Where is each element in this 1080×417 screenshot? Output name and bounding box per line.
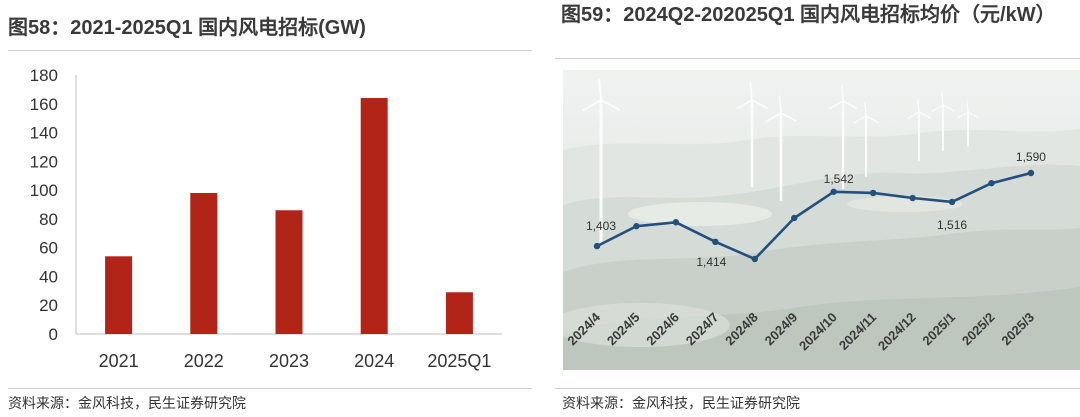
x-category-label: 2024 [354,351,394,371]
turbine-blade [749,82,753,101]
data-point [712,238,719,245]
data-point [633,222,640,230]
wind-turbine [582,78,620,244]
photo-haze [563,70,1080,370]
x-category-label: 2022 [184,351,224,371]
turbine-blade [966,99,969,113]
turbine-blade [865,115,879,124]
data-point [869,189,877,197]
turbine-blade [931,104,944,112]
wind-turbine [736,82,768,188]
turbine-blade [598,78,602,101]
turbine-blade [967,111,980,119]
figure-title: 图59：2024Q2-202025Q1 国内风电招标均价（元/kW） [561,4,1056,26]
figure-title: 图58：2021-2025Q1 国内风电招标(GW) [8,17,366,39]
photo-mist [563,303,730,347]
source-divider [555,388,1080,389]
turbine-blade [829,100,844,110]
data-point [948,198,956,206]
data-label: 1,414 [696,255,726,269]
wind-turbine [957,99,980,147]
data-label: 1,590 [1016,150,1046,164]
y-tick-labels: 0 20 40 60 80 100 120 140 160 180 [30,66,58,344]
title-divider [8,50,532,51]
bar [190,192,218,334]
x-category-label: 2025Q1 [427,351,491,371]
turbine-blade [765,112,782,123]
data-label: 1,403 [586,219,616,233]
turbine-blade [942,104,955,112]
photo-foreground [563,287,1080,370]
wind-turbine [907,98,931,161]
data-point [830,188,837,195]
turbine-blade [941,91,944,106]
y-tick-label: 180 [30,66,58,85]
source-note: 资料来源：金风科技，民生证券研究院 [8,395,246,411]
data-point [988,179,995,187]
turbine-blade [853,115,867,124]
data-point [909,194,916,202]
bar [275,210,303,334]
turbine-blade [778,95,782,114]
background-photo [563,70,1080,370]
turbine-blade [600,99,620,111]
wind-turbine [765,95,797,202]
bar [105,256,133,334]
y-tick-label: 120 [30,152,58,171]
data-point [672,219,680,226]
data-point [791,214,798,222]
turbine-blade [780,112,797,122]
turbine-blade [751,99,768,109]
turbine-blade [907,111,920,119]
data-point [1027,169,1035,177]
wind-turbine [853,101,879,178]
wind-turbine [931,91,955,151]
y-tick-label: 0 [49,325,58,344]
x-category-label: 2023 [269,351,309,371]
data-labels: 1,403 1,414 1,542 1,516 1,590 [586,150,1046,269]
source-note: 资料来源：金风科技，民生证券研究院 [562,395,800,411]
y-tick-label: 40 [39,267,58,286]
y-tick-label: 60 [39,239,58,258]
turbine-blade [917,98,920,113]
y-tick-label: 100 [30,181,58,200]
turbine-blade [842,100,858,109]
turbine-blade [957,111,969,119]
photo-clearing [628,202,772,226]
turbine-blade [864,101,867,117]
bars [105,98,473,335]
turbine-blade [736,99,753,110]
x-category-labels: 2021 2022 2023 2024 2025Q1 [99,351,492,371]
data-point [593,242,601,250]
turbine-blade [840,85,844,102]
turbine-blade [582,99,602,112]
figure-58-panel: 0 20 40 60 80 100 120 140 160 180 2021 2022 2023 202… [8,17,532,411]
title-divider [555,58,1080,59]
bar [445,292,473,334]
wind-turbines [582,78,980,244]
y-tick-label: 140 [30,124,58,143]
data-label: 1,516 [937,218,967,232]
y-tick-label: 20 [39,296,58,315]
wind-turbine [829,85,858,190]
series-line [596,171,1032,261]
x-category-label: 2021 [99,351,139,371]
y-tick-label: 160 [30,95,58,114]
figure-59-panel: 1,403 1,414 1,542 1,516 1,590 2024/4 2024/5 20… [540,0,1080,417]
bar [360,98,388,335]
data-label: 1,542 [824,172,854,186]
turbine-blade [918,111,931,119]
y-tick-label: 80 [39,210,58,229]
line-series [593,169,1035,263]
data-point [751,255,758,263]
source-divider [8,388,532,389]
